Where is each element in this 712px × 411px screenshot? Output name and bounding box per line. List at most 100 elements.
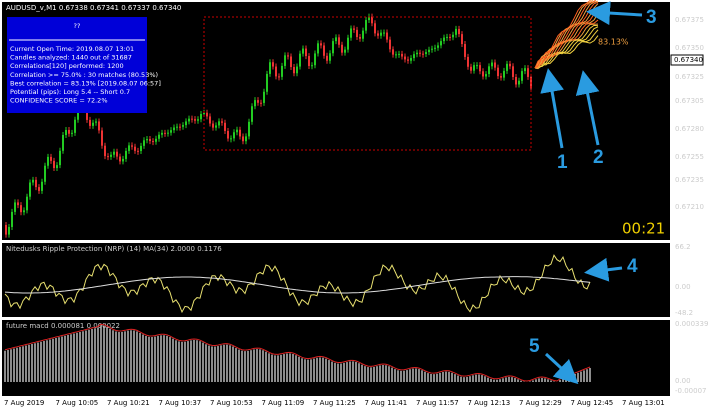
candle [176, 126, 178, 128]
candle [47, 156, 49, 166]
candle [398, 53, 400, 55]
info-header: ?? [74, 22, 81, 30]
candle [488, 66, 490, 75]
candle [155, 138, 157, 142]
candle [446, 36, 448, 38]
candle [368, 16, 370, 21]
time-label: 7 Aug 12:13 [468, 399, 511, 407]
signal-line [4, 323, 591, 382]
candle [131, 145, 133, 147]
annotation: 3 [646, 7, 657, 28]
candle [521, 71, 523, 81]
candle [149, 139, 151, 142]
candle [440, 41, 442, 46]
candle [206, 112, 208, 117]
time-label: 7 Aug 11:25 [313, 399, 356, 407]
candle [497, 67, 499, 77]
candle [383, 32, 385, 34]
candle [110, 154, 112, 157]
candle [299, 53, 301, 67]
time-label: 7 Aug 10:21 [107, 399, 150, 407]
candle [20, 205, 22, 213]
candle [518, 80, 520, 85]
candle [452, 34, 454, 38]
candle [275, 66, 277, 77]
info-line: Potential (pips): Long 5.4 -- Short 0.7 [10, 88, 130, 96]
candle [11, 211, 13, 227]
candle [65, 129, 67, 136]
candle [134, 146, 136, 151]
pattern-box [203, 16, 532, 151]
current-price-box [670, 54, 704, 66]
candle [263, 91, 265, 103]
indicator-label: 0.000339 [675, 320, 708, 328]
candle [431, 48, 433, 50]
candle [44, 165, 46, 182]
candle [494, 62, 496, 68]
forecast-line [534, 26, 599, 69]
candle [302, 48, 304, 54]
price-label: 0.67375 [675, 16, 704, 24]
candle [107, 156, 109, 158]
candle [347, 37, 349, 50]
candle [152, 141, 154, 143]
candle [455, 28, 457, 35]
candle [386, 32, 388, 40]
candle [371, 16, 373, 24]
candle [173, 127, 175, 131]
candle [233, 132, 235, 139]
candle [74, 119, 76, 133]
time-label: 7 Aug 10:05 [56, 399, 99, 407]
candle [443, 37, 445, 42]
candle [143, 140, 145, 146]
candle [314, 53, 316, 66]
candle [290, 56, 292, 68]
annotation: 4 [627, 256, 638, 277]
price-label: 0.67325 [675, 73, 704, 81]
candle [464, 44, 466, 57]
candle [122, 158, 124, 162]
time-label: 7 Aug 11:57 [416, 399, 459, 407]
candle [401, 53, 403, 57]
candle [413, 54, 415, 59]
candle [209, 116, 211, 124]
candle [218, 121, 220, 126]
candle [95, 121, 97, 123]
candle [71, 132, 73, 134]
candle [350, 28, 352, 38]
indicator-lines [4, 254, 591, 382]
candle [503, 70, 505, 78]
candle [140, 145, 142, 152]
candle [317, 43, 319, 54]
candle [185, 121, 187, 126]
price-label: 0.67255 [675, 153, 704, 161]
arrow [575, 70, 600, 146]
candle [284, 55, 286, 66]
candle [8, 226, 10, 235]
price-label: 0.67305 [675, 97, 704, 105]
candle [470, 66, 472, 71]
candle [41, 181, 43, 191]
candle [230, 138, 232, 140]
annotation: 2 [593, 147, 604, 168]
time-label: 7 Aug 12:29 [519, 399, 562, 407]
candle [449, 36, 451, 38]
arrow [540, 68, 564, 149]
candle [203, 112, 205, 114]
candle [260, 102, 262, 104]
candle [98, 121, 100, 131]
candle [326, 55, 328, 61]
candle [473, 65, 475, 71]
candle [434, 47, 436, 49]
candle [167, 132, 169, 134]
candle [56, 165, 58, 169]
candle [29, 182, 31, 197]
candle [419, 52, 421, 54]
candle [515, 76, 517, 85]
candle [68, 129, 70, 134]
candle [509, 63, 511, 67]
candle [293, 67, 295, 74]
info-line: Candles analyzed: 1440 out of 31687 [10, 54, 132, 62]
candle [485, 74, 487, 77]
